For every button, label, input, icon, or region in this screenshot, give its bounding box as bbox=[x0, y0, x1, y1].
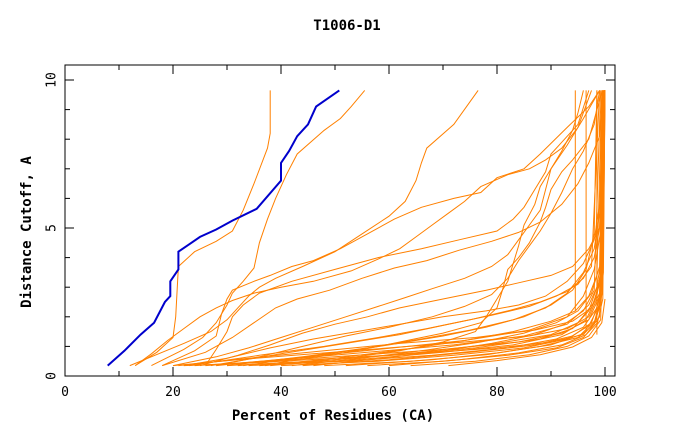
other-series-line bbox=[280, 90, 606, 367]
x-tick-label: 80 bbox=[489, 385, 505, 400]
x-tick-label: 100 bbox=[593, 385, 616, 400]
other-series-line bbox=[134, 90, 592, 367]
x-tick-label: 40 bbox=[273, 385, 289, 400]
x-tick-label: 60 bbox=[381, 385, 397, 400]
other-series-line bbox=[178, 90, 605, 367]
other-series-line bbox=[210, 90, 601, 367]
y-axis: 0 5 10 bbox=[45, 72, 615, 380]
other-series-line bbox=[264, 90, 603, 367]
other-series-group bbox=[129, 90, 606, 367]
other-series-line bbox=[134, 90, 271, 367]
other-series-line bbox=[243, 90, 598, 367]
other-series-line bbox=[226, 90, 606, 367]
other-series-line bbox=[237, 90, 605, 367]
plot-frame bbox=[64, 64, 616, 377]
x-axis-label: Percent of Residues (CA) bbox=[232, 408, 434, 424]
other-series-line bbox=[172, 90, 584, 367]
y-tick-label: 5 bbox=[45, 224, 60, 232]
y-tick-label: 0 bbox=[45, 372, 60, 380]
highlight-series-group bbox=[107, 89, 340, 367]
other-series-line bbox=[204, 90, 590, 366]
other-series-line bbox=[448, 298, 606, 367]
other-series-line bbox=[162, 90, 603, 367]
y-axis-label: Distance Cutoff, A bbox=[19, 156, 35, 308]
highlight-series-line bbox=[107, 89, 340, 367]
other-series-line bbox=[129, 90, 479, 367]
other-series-line bbox=[291, 90, 604, 367]
other-series-line bbox=[388, 90, 604, 367]
chart-title: T1006-D1 bbox=[313, 18, 380, 34]
x-tick-label: 0 bbox=[61, 385, 69, 400]
x-tick-label: 20 bbox=[165, 385, 181, 400]
other-series-line bbox=[151, 90, 366, 367]
y-tick-label: 10 bbox=[45, 72, 60, 88]
other-series-line bbox=[410, 90, 606, 367]
other-series-line bbox=[161, 90, 601, 367]
other-series-line bbox=[216, 90, 605, 367]
other-series-line bbox=[216, 90, 601, 367]
other-series-line bbox=[313, 90, 602, 367]
other-series-line bbox=[302, 90, 605, 367]
x-axis: 0 20 40 60 80 100 bbox=[61, 65, 617, 400]
